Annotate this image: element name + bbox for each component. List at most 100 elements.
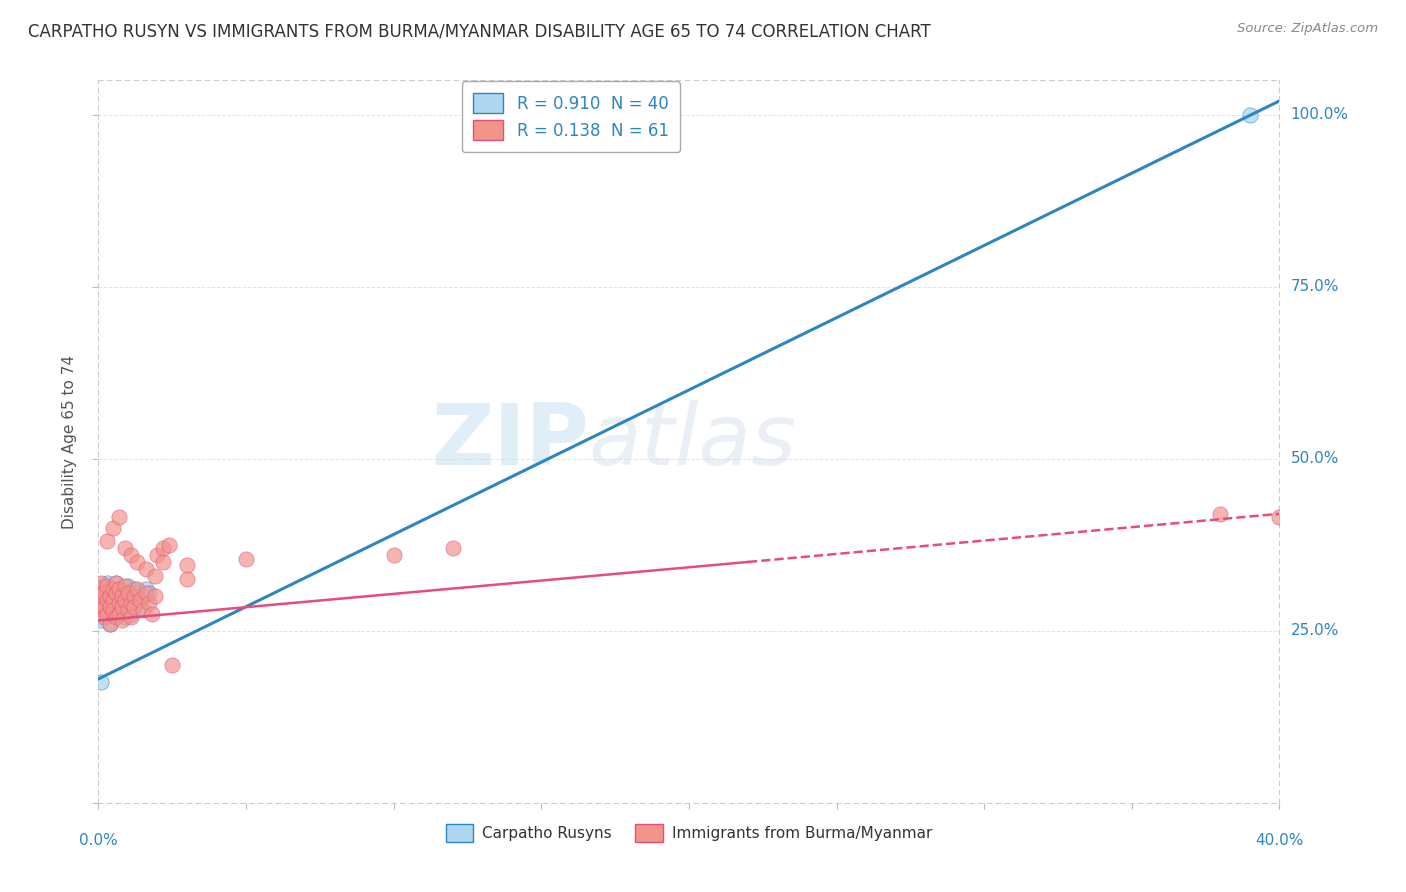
- Point: [135, 586, 157, 600]
- Point: [103, 592, 125, 607]
- Point: [108, 596, 131, 610]
- Point: [114, 579, 136, 593]
- Point: [441, 541, 464, 556]
- Point: [96, 575, 118, 590]
- Point: [96, 607, 118, 621]
- Point: [98, 599, 121, 614]
- Text: Source: ZipAtlas.com: Source: ZipAtlas.com: [1237, 22, 1378, 36]
- Text: CARPATHO RUSYN VS IMMIGRANTS FROM BURMA/MYANMAR DISABILITY AGE 65 TO 74 CORRELAT: CARPATHO RUSYN VS IMMIGRANTS FROM BURMA/…: [28, 22, 931, 40]
- Point: [143, 568, 166, 582]
- Point: [103, 582, 125, 597]
- Point: [120, 596, 142, 610]
- Point: [138, 586, 160, 600]
- Point: [93, 586, 115, 600]
- Point: [125, 586, 148, 600]
- Point: [132, 590, 155, 604]
- Point: [87, 599, 110, 614]
- Point: [128, 592, 150, 607]
- Point: [108, 582, 131, 597]
- Point: [105, 610, 128, 624]
- Point: [111, 586, 134, 600]
- Point: [87, 582, 110, 597]
- Point: [103, 603, 125, 617]
- Point: [122, 590, 145, 604]
- Point: [117, 603, 139, 617]
- Point: [120, 607, 142, 621]
- Point: [90, 614, 112, 628]
- Point: [96, 579, 118, 593]
- Point: [1239, 108, 1261, 122]
- Point: [111, 599, 134, 614]
- Point: [114, 592, 136, 607]
- Point: [98, 616, 121, 631]
- Point: [108, 510, 131, 524]
- Point: [125, 555, 148, 569]
- Point: [157, 538, 180, 552]
- Point: [117, 586, 139, 600]
- Point: [135, 582, 157, 597]
- Point: [105, 590, 128, 604]
- Point: [96, 607, 118, 621]
- Point: [382, 548, 405, 562]
- Point: [93, 610, 115, 624]
- Point: [93, 590, 115, 604]
- Point: [105, 575, 128, 590]
- Point: [122, 596, 145, 610]
- Point: [120, 590, 142, 604]
- Point: [90, 675, 112, 690]
- Text: 40.0%: 40.0%: [1256, 833, 1303, 848]
- Text: atlas: atlas: [589, 400, 797, 483]
- Point: [103, 592, 125, 607]
- Point: [111, 603, 134, 617]
- Point: [105, 575, 128, 590]
- Point: [114, 592, 136, 607]
- Point: [138, 596, 160, 610]
- Point: [117, 579, 139, 593]
- Point: [90, 575, 112, 590]
- Point: [96, 534, 118, 549]
- Point: [125, 582, 148, 597]
- Point: [120, 610, 142, 624]
- Legend: Carpatho Rusyns, Immigrants from Burma/Myanmar: Carpatho Rusyns, Immigrants from Burma/M…: [439, 816, 939, 849]
- Point: [90, 582, 112, 597]
- Point: [108, 607, 131, 621]
- Point: [98, 616, 121, 631]
- Text: 100.0%: 100.0%: [1291, 107, 1348, 122]
- Point: [103, 607, 125, 621]
- Point: [122, 599, 145, 614]
- Point: [93, 579, 115, 593]
- Point: [117, 599, 139, 614]
- Point: [87, 610, 110, 624]
- Point: [87, 596, 110, 610]
- Point: [146, 548, 169, 562]
- Point: [132, 603, 155, 617]
- Point: [235, 551, 257, 566]
- Point: [108, 582, 131, 597]
- Text: 50.0%: 50.0%: [1291, 451, 1339, 467]
- Point: [105, 586, 128, 600]
- Point: [143, 590, 166, 604]
- Text: 25.0%: 25.0%: [1291, 624, 1339, 639]
- Point: [111, 590, 134, 604]
- Point: [176, 572, 198, 586]
- Point: [152, 555, 174, 569]
- Point: [141, 607, 163, 621]
- Point: [128, 592, 150, 607]
- Point: [122, 582, 145, 597]
- Point: [90, 592, 112, 607]
- Point: [93, 603, 115, 617]
- Text: ZIP: ZIP: [430, 400, 589, 483]
- Point: [103, 582, 125, 597]
- Point: [120, 548, 142, 562]
- Point: [114, 610, 136, 624]
- Point: [152, 541, 174, 556]
- Point: [90, 590, 112, 604]
- Point: [1268, 510, 1291, 524]
- Point: [90, 603, 112, 617]
- Point: [114, 541, 136, 556]
- Y-axis label: Disability Age 65 to 74: Disability Age 65 to 74: [62, 354, 77, 529]
- Point: [105, 599, 128, 614]
- Point: [98, 586, 121, 600]
- Text: 75.0%: 75.0%: [1291, 279, 1339, 294]
- Point: [125, 603, 148, 617]
